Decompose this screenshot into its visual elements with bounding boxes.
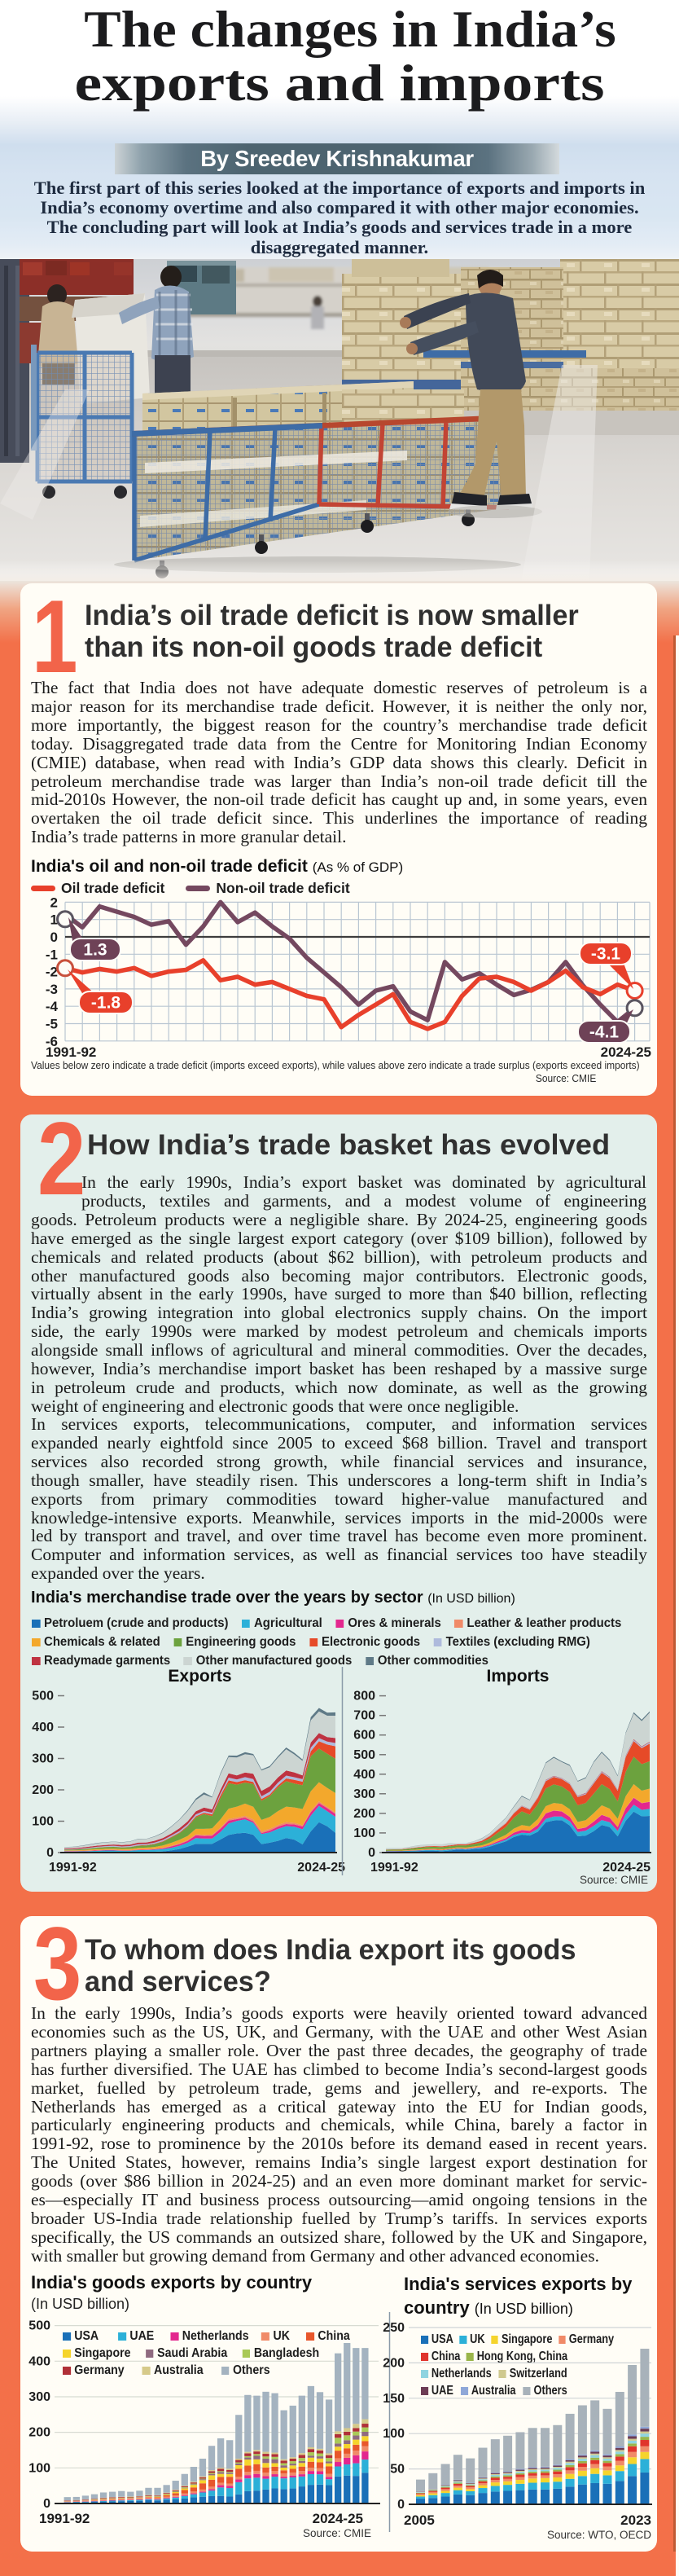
svg-text:400: 400 xyxy=(353,1768,375,1782)
svg-text:-6: -6 xyxy=(46,1034,58,1049)
svg-text:800: 800 xyxy=(353,1690,375,1703)
svg-text:700: 700 xyxy=(353,1709,375,1723)
svg-text:-3.1: -3.1 xyxy=(591,945,621,964)
svg-text:500: 500 xyxy=(32,1690,54,1703)
svg-text:100: 100 xyxy=(32,1815,54,1829)
svg-text:100: 100 xyxy=(28,2461,50,2475)
svg-text:500: 500 xyxy=(28,2319,50,2333)
svg-text:-5: -5 xyxy=(46,1017,58,1032)
svg-text:Source: CMIE: Source: CMIE xyxy=(580,1874,648,1886)
svg-text:1991-92: 1991-92 xyxy=(370,1861,418,1875)
svg-text:150: 150 xyxy=(383,2392,405,2406)
svg-text:100: 100 xyxy=(383,2427,405,2441)
svg-text:1991-92: 1991-92 xyxy=(46,1044,96,1060)
svg-text:2005: 2005 xyxy=(404,2512,435,2528)
svg-text:0: 0 xyxy=(397,2498,405,2512)
svg-text:200: 200 xyxy=(32,1783,54,1797)
svg-text:400: 400 xyxy=(28,2354,50,2368)
svg-text:Source: WTO, OECD: Source: WTO, OECD xyxy=(547,2529,651,2541)
svg-text:0: 0 xyxy=(50,930,58,945)
svg-text:50: 50 xyxy=(390,2463,405,2477)
svg-text:Source: CMIE: Source: CMIE xyxy=(303,2527,371,2539)
svg-text:2024-25: 2024-25 xyxy=(297,1861,345,1875)
svg-text:400: 400 xyxy=(32,1721,54,1734)
svg-text:-3: -3 xyxy=(46,982,58,997)
svg-text:-2: -2 xyxy=(46,965,58,980)
svg-text:300: 300 xyxy=(353,1787,375,1801)
svg-text:0: 0 xyxy=(368,1846,375,1860)
svg-text:-4.1: -4.1 xyxy=(589,1023,620,1042)
svg-text:0: 0 xyxy=(43,2497,50,2511)
svg-text:300: 300 xyxy=(28,2390,50,2404)
svg-text:2: 2 xyxy=(50,895,58,910)
svg-text:600: 600 xyxy=(353,1729,375,1743)
svg-text:1991-92: 1991-92 xyxy=(49,1861,97,1875)
svg-text:250: 250 xyxy=(383,2321,405,2335)
svg-text:-1: -1 xyxy=(46,947,58,962)
svg-text:2024-25: 2024-25 xyxy=(601,1044,651,1060)
svg-text:1991-92: 1991-92 xyxy=(39,2511,90,2526)
svg-text:2023: 2023 xyxy=(620,2512,651,2528)
svg-text:2024-25: 2024-25 xyxy=(602,1861,651,1875)
svg-text:300: 300 xyxy=(32,1752,54,1766)
svg-text:-4: -4 xyxy=(46,999,59,1014)
svg-text:-1.8: -1.8 xyxy=(91,994,121,1013)
svg-text:0: 0 xyxy=(46,1846,54,1860)
svg-text:1: 1 xyxy=(50,912,58,928)
svg-text:200: 200 xyxy=(28,2426,50,2440)
svg-text:1.3: 1.3 xyxy=(83,941,107,960)
svg-text:2024-25: 2024-25 xyxy=(313,2511,363,2526)
svg-text:100: 100 xyxy=(353,1826,375,1840)
svg-text:200: 200 xyxy=(353,1807,375,1821)
svg-text:200: 200 xyxy=(383,2356,405,2370)
svg-text:500: 500 xyxy=(353,1748,375,1762)
